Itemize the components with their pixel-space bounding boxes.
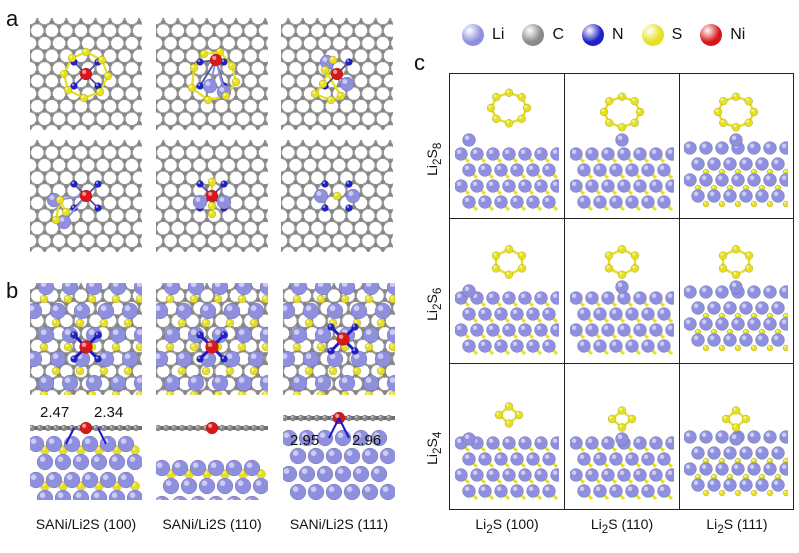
legend-item-n: N xyxy=(582,24,624,46)
panel-b-top-100 xyxy=(30,283,142,395)
legend-item-li: Li xyxy=(462,24,504,46)
panel-c-cell xyxy=(455,367,559,503)
panel-b-top-111 xyxy=(283,283,395,395)
panel-a-cell-6 xyxy=(281,140,393,252)
panel-a-cell-2 xyxy=(156,18,268,130)
panel-c-cell xyxy=(684,222,788,356)
legend-label-n: N xyxy=(612,26,624,43)
panel-c-cell xyxy=(684,367,788,503)
panel-c-cell xyxy=(570,222,674,356)
panel-a-cell-5 xyxy=(156,140,268,252)
legend-label-ni: Ni xyxy=(730,26,746,43)
distance-label-4: 2.96 xyxy=(352,432,382,449)
panel-c-cell xyxy=(455,222,559,356)
row-label-li2s6: Li2S6 xyxy=(424,287,444,321)
slab-top-view xyxy=(156,283,268,395)
slab-top-view xyxy=(30,283,142,395)
column-label-111: Li2S (111) xyxy=(706,516,768,536)
legend-label-li: Li xyxy=(492,26,505,43)
panel-a-cell-4 xyxy=(30,140,142,252)
s-atom-icon xyxy=(641,24,664,46)
panel-c-cell xyxy=(455,78,559,212)
adsorption-side-view xyxy=(455,88,559,212)
graphene-top-view xyxy=(156,18,268,130)
legend-item-ni: Ni xyxy=(700,24,745,46)
grid-divider xyxy=(450,218,793,219)
n-atom-icon xyxy=(582,24,605,46)
panel-label-b: b xyxy=(6,278,19,303)
legend-label-c: C xyxy=(552,26,565,43)
distance-label-3: 2.95 xyxy=(290,432,320,449)
panel-b-side-110 xyxy=(156,400,268,500)
legend-item-s: S xyxy=(641,24,683,46)
panel-b-caption-111: SANi/Li2S (111) xyxy=(289,516,389,532)
adsorption-side-view xyxy=(684,406,788,497)
grid-divider xyxy=(679,74,680,509)
graphene-top-view xyxy=(281,18,393,130)
column-label-100: Li2S (100) xyxy=(475,516,539,536)
adsorption-side-view xyxy=(570,406,674,501)
adsorption-side-view xyxy=(455,245,559,356)
grid-divider xyxy=(450,363,793,364)
slab-side-view xyxy=(156,421,268,500)
panel-b-top-110 xyxy=(156,283,268,395)
panel-c-cell xyxy=(684,78,788,212)
legend-label-s: S xyxy=(671,26,683,43)
adsorption-side-view xyxy=(684,245,788,352)
panel-c-grid xyxy=(449,73,794,510)
graphene-top-view xyxy=(281,140,393,252)
adsorption-side-view xyxy=(570,92,674,212)
legend-item-c: C xyxy=(522,24,564,46)
slab-side-view xyxy=(30,421,142,500)
adsorption-side-view xyxy=(455,402,559,501)
panel-label-c: c xyxy=(414,50,425,75)
panel-a-cell-3 xyxy=(281,18,393,130)
li-atom-icon xyxy=(462,24,484,46)
c-atom-icon xyxy=(522,24,545,46)
panel-a-cell-1 xyxy=(30,18,142,130)
adsorption-side-view xyxy=(684,92,788,208)
panel-label-a: a xyxy=(6,6,19,31)
distance-label-1: 2.47 xyxy=(40,404,70,421)
ni-atom-icon xyxy=(700,24,723,46)
panel-c-cell xyxy=(570,78,674,212)
distance-label-2: 2.34 xyxy=(94,404,124,421)
panel-b-caption-110: SANi/Li2S (110) xyxy=(162,516,262,532)
graphene-top-view xyxy=(30,140,142,252)
panel-b-side-111 xyxy=(283,400,395,500)
panel-c-cell xyxy=(570,367,674,503)
panel-b-side-100 xyxy=(30,400,142,500)
grid-divider xyxy=(564,74,565,509)
column-label-110: Li2S (110) xyxy=(590,516,654,536)
row-label-li2s8: Li2S8 xyxy=(424,142,444,176)
slab-side-view xyxy=(283,411,395,500)
adsorption-side-view xyxy=(570,245,674,356)
row-label-li2s4: Li2S4 xyxy=(424,431,444,465)
slab-top-view xyxy=(283,283,395,395)
panel-b-caption-100: SANi/Li2S (100) xyxy=(35,516,137,532)
graphene-top-view xyxy=(156,140,268,252)
element-legend: Li C N S Ni xyxy=(462,20,763,50)
graphene-top-view xyxy=(30,18,142,130)
